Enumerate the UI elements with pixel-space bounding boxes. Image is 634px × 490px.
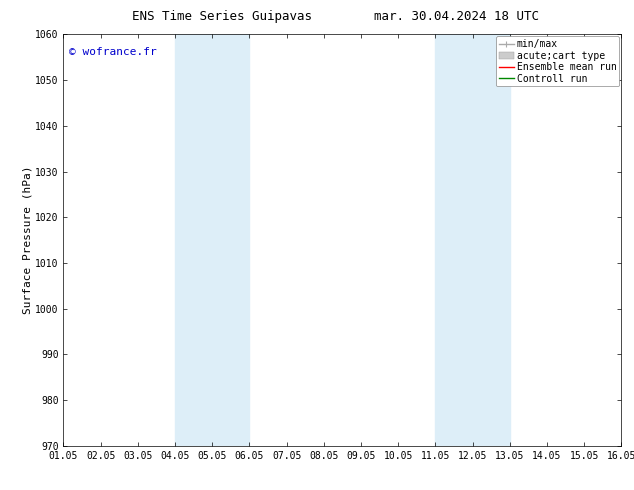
Text: ENS Time Series Guipavas: ENS Time Series Guipavas [132, 10, 312, 23]
Text: © wofrance.fr: © wofrance.fr [69, 47, 157, 57]
Y-axis label: Surface Pressure (hPa): Surface Pressure (hPa) [22, 166, 32, 315]
Legend: min/max, acute;cart type, Ensemble mean run, Controll run: min/max, acute;cart type, Ensemble mean … [496, 36, 619, 86]
Text: mar. 30.04.2024 18 UTC: mar. 30.04.2024 18 UTC [374, 10, 539, 23]
Bar [175, 34, 249, 446]
Bar [436, 34, 510, 446]
